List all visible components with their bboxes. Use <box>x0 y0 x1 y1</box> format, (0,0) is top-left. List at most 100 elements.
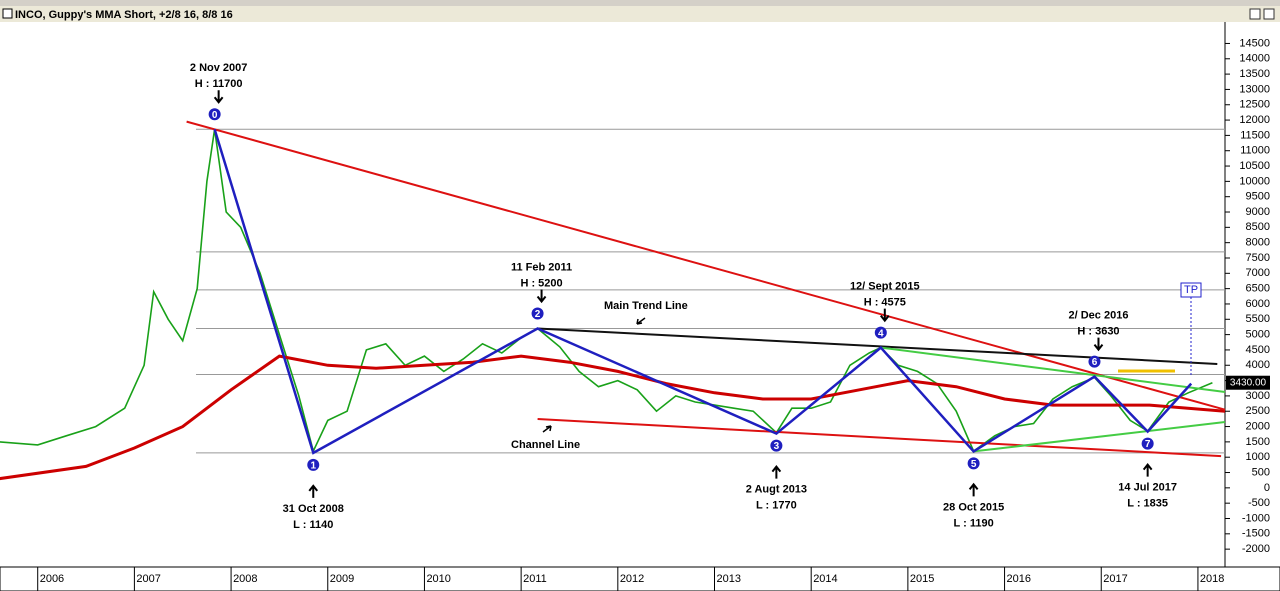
y-tick-label: 5000 <box>1246 329 1270 341</box>
note-date: 28 Oct 2015 <box>943 501 1004 513</box>
note-price: L : 1770 <box>756 500 797 512</box>
x-tick-label: 2010 <box>426 573 450 585</box>
wave-marker <box>208 108 221 121</box>
x-axis-panel <box>0 566 1280 591</box>
y-tick-label: 13500 <box>1239 68 1270 80</box>
trend-line <box>537 327 1218 365</box>
wave-marker <box>1088 355 1101 368</box>
y-tick-label: 9000 <box>1246 206 1270 218</box>
wave-marker <box>967 457 980 470</box>
y-tick-label: 7000 <box>1246 267 1270 279</box>
moving-average <box>0 354 1226 481</box>
chart-title: INCO, Guppy's MMA Short, +2/8 16, 8/8 16 <box>15 9 233 21</box>
x-tick-label: 2013 <box>717 573 741 585</box>
close-button[interactable] <box>1263 8 1275 20</box>
restore-button[interactable] <box>1249 8 1261 20</box>
wave-label: 0 <box>212 110 218 121</box>
y-tick-label: 6000 <box>1246 298 1270 310</box>
wave-marker <box>307 458 320 471</box>
x-tick-label: 2011 <box>523 573 547 585</box>
wave-label: 7 <box>1145 439 1151 450</box>
wave-line <box>213 128 1193 455</box>
note-arrow <box>1093 337 1104 352</box>
note-date: 31 Oct 2008 <box>283 503 344 515</box>
y-tick-label: 11500 <box>1240 129 1270 141</box>
y-tick-label: 4000 <box>1246 359 1270 371</box>
y-tick-label: 8500 <box>1246 221 1270 233</box>
note-date: 11 Feb 2011 <box>511 261 572 273</box>
y-tick-label: 500 <box>1252 466 1270 478</box>
note-date: 14 Jul 2017 <box>1118 482 1177 494</box>
note-arrow <box>536 289 547 304</box>
x-tick-label: 2016 <box>1007 573 1031 585</box>
wave-marker <box>874 326 887 339</box>
note-price: L : 1835 <box>1127 498 1168 510</box>
note-arrow <box>771 465 782 479</box>
note-arrow <box>1142 463 1153 477</box>
plot-area <box>0 22 1225 567</box>
note-arrow <box>308 484 319 498</box>
note-price: H : 3630 <box>1077 326 1119 338</box>
y-tick-label: 12000 <box>1239 114 1270 126</box>
y-tick-label: 14500 <box>1239 37 1270 49</box>
x-tick-label: 2014 <box>813 573 837 585</box>
annotation-arrow <box>636 317 646 325</box>
plot: 0 H : 11700 2 Nov 2007 1 31 Oct 2008 L : 1140… <box>0 62 1226 531</box>
x-tick-label: 2009 <box>330 573 354 585</box>
note-arrow <box>880 308 890 323</box>
y-tick-label: 2500 <box>1246 405 1270 417</box>
wave-label: 6 <box>1092 357 1098 368</box>
y-tick-label: 2000 <box>1246 420 1270 432</box>
y-tick-label: 3000 <box>1246 390 1270 402</box>
y-tick-label: 14000 <box>1239 53 1270 65</box>
y-tick-label: 7500 <box>1246 252 1270 264</box>
note-price: H : 4575 <box>864 297 906 309</box>
y-tick-label: 13000 <box>1239 83 1270 95</box>
y-tick-label: -500 <box>1248 497 1270 509</box>
last-price-label: 3430.00 <box>1230 377 1267 388</box>
note-price: L : 1190 <box>954 517 994 529</box>
x-tick-label: 2017 <box>1103 573 1127 585</box>
trend-line <box>880 346 1226 393</box>
y-tick-label: -1500 <box>1242 528 1270 540</box>
wave-label: 4 <box>878 328 884 339</box>
wave-label: 2 <box>535 309 541 320</box>
note-date: 2/ Dec 2016 <box>1069 310 1129 322</box>
note-price: L : 1140 <box>293 519 333 531</box>
note-date: 12/ Sept 2015 <box>850 281 920 293</box>
annotation: Channel Line <box>511 439 580 451</box>
trend-line <box>973 421 1226 453</box>
price-line <box>0 129 1213 454</box>
note-arrow <box>213 90 224 104</box>
trend-line <box>537 418 1222 458</box>
y-tick-label: 5500 <box>1246 313 1270 325</box>
note-arrow <box>968 482 979 497</box>
x-tick-label: 2007 <box>136 573 160 585</box>
y-tick-label: 0 <box>1264 482 1270 494</box>
y-tick-label: 11000 <box>1240 145 1270 157</box>
trend-line <box>186 120 1226 411</box>
wave-marker <box>1141 437 1154 450</box>
y-tick-label: 6500 <box>1246 283 1270 295</box>
x-tick-label: 2018 <box>1200 573 1224 585</box>
x-tick-label: 2008 <box>233 573 257 585</box>
note-price: H : 5200 <box>520 277 562 289</box>
wave-marker <box>531 307 544 320</box>
note-date: 2 Nov 2007 <box>190 62 247 74</box>
y-tick-label: 8000 <box>1246 237 1270 249</box>
y-tick-label: 9500 <box>1246 191 1270 203</box>
y-tick-label: 10000 <box>1239 175 1270 187</box>
y-tick-label: 10500 <box>1239 160 1270 172</box>
x-tick-label: 2012 <box>620 573 644 585</box>
last-price-box <box>1226 375 1270 390</box>
annotation: Main Trend Line <box>604 300 688 312</box>
y-tick-label: 4500 <box>1246 344 1270 356</box>
y-tick-label: -1000 <box>1242 512 1270 524</box>
y-tick-label: -2000 <box>1242 543 1270 555</box>
wave-marker <box>770 439 783 452</box>
tp-label: TP <box>1184 284 1198 296</box>
y-axis-panel <box>1225 22 1280 567</box>
y-tick-label: 12500 <box>1239 99 1270 111</box>
wave-label: 1 <box>310 461 316 472</box>
